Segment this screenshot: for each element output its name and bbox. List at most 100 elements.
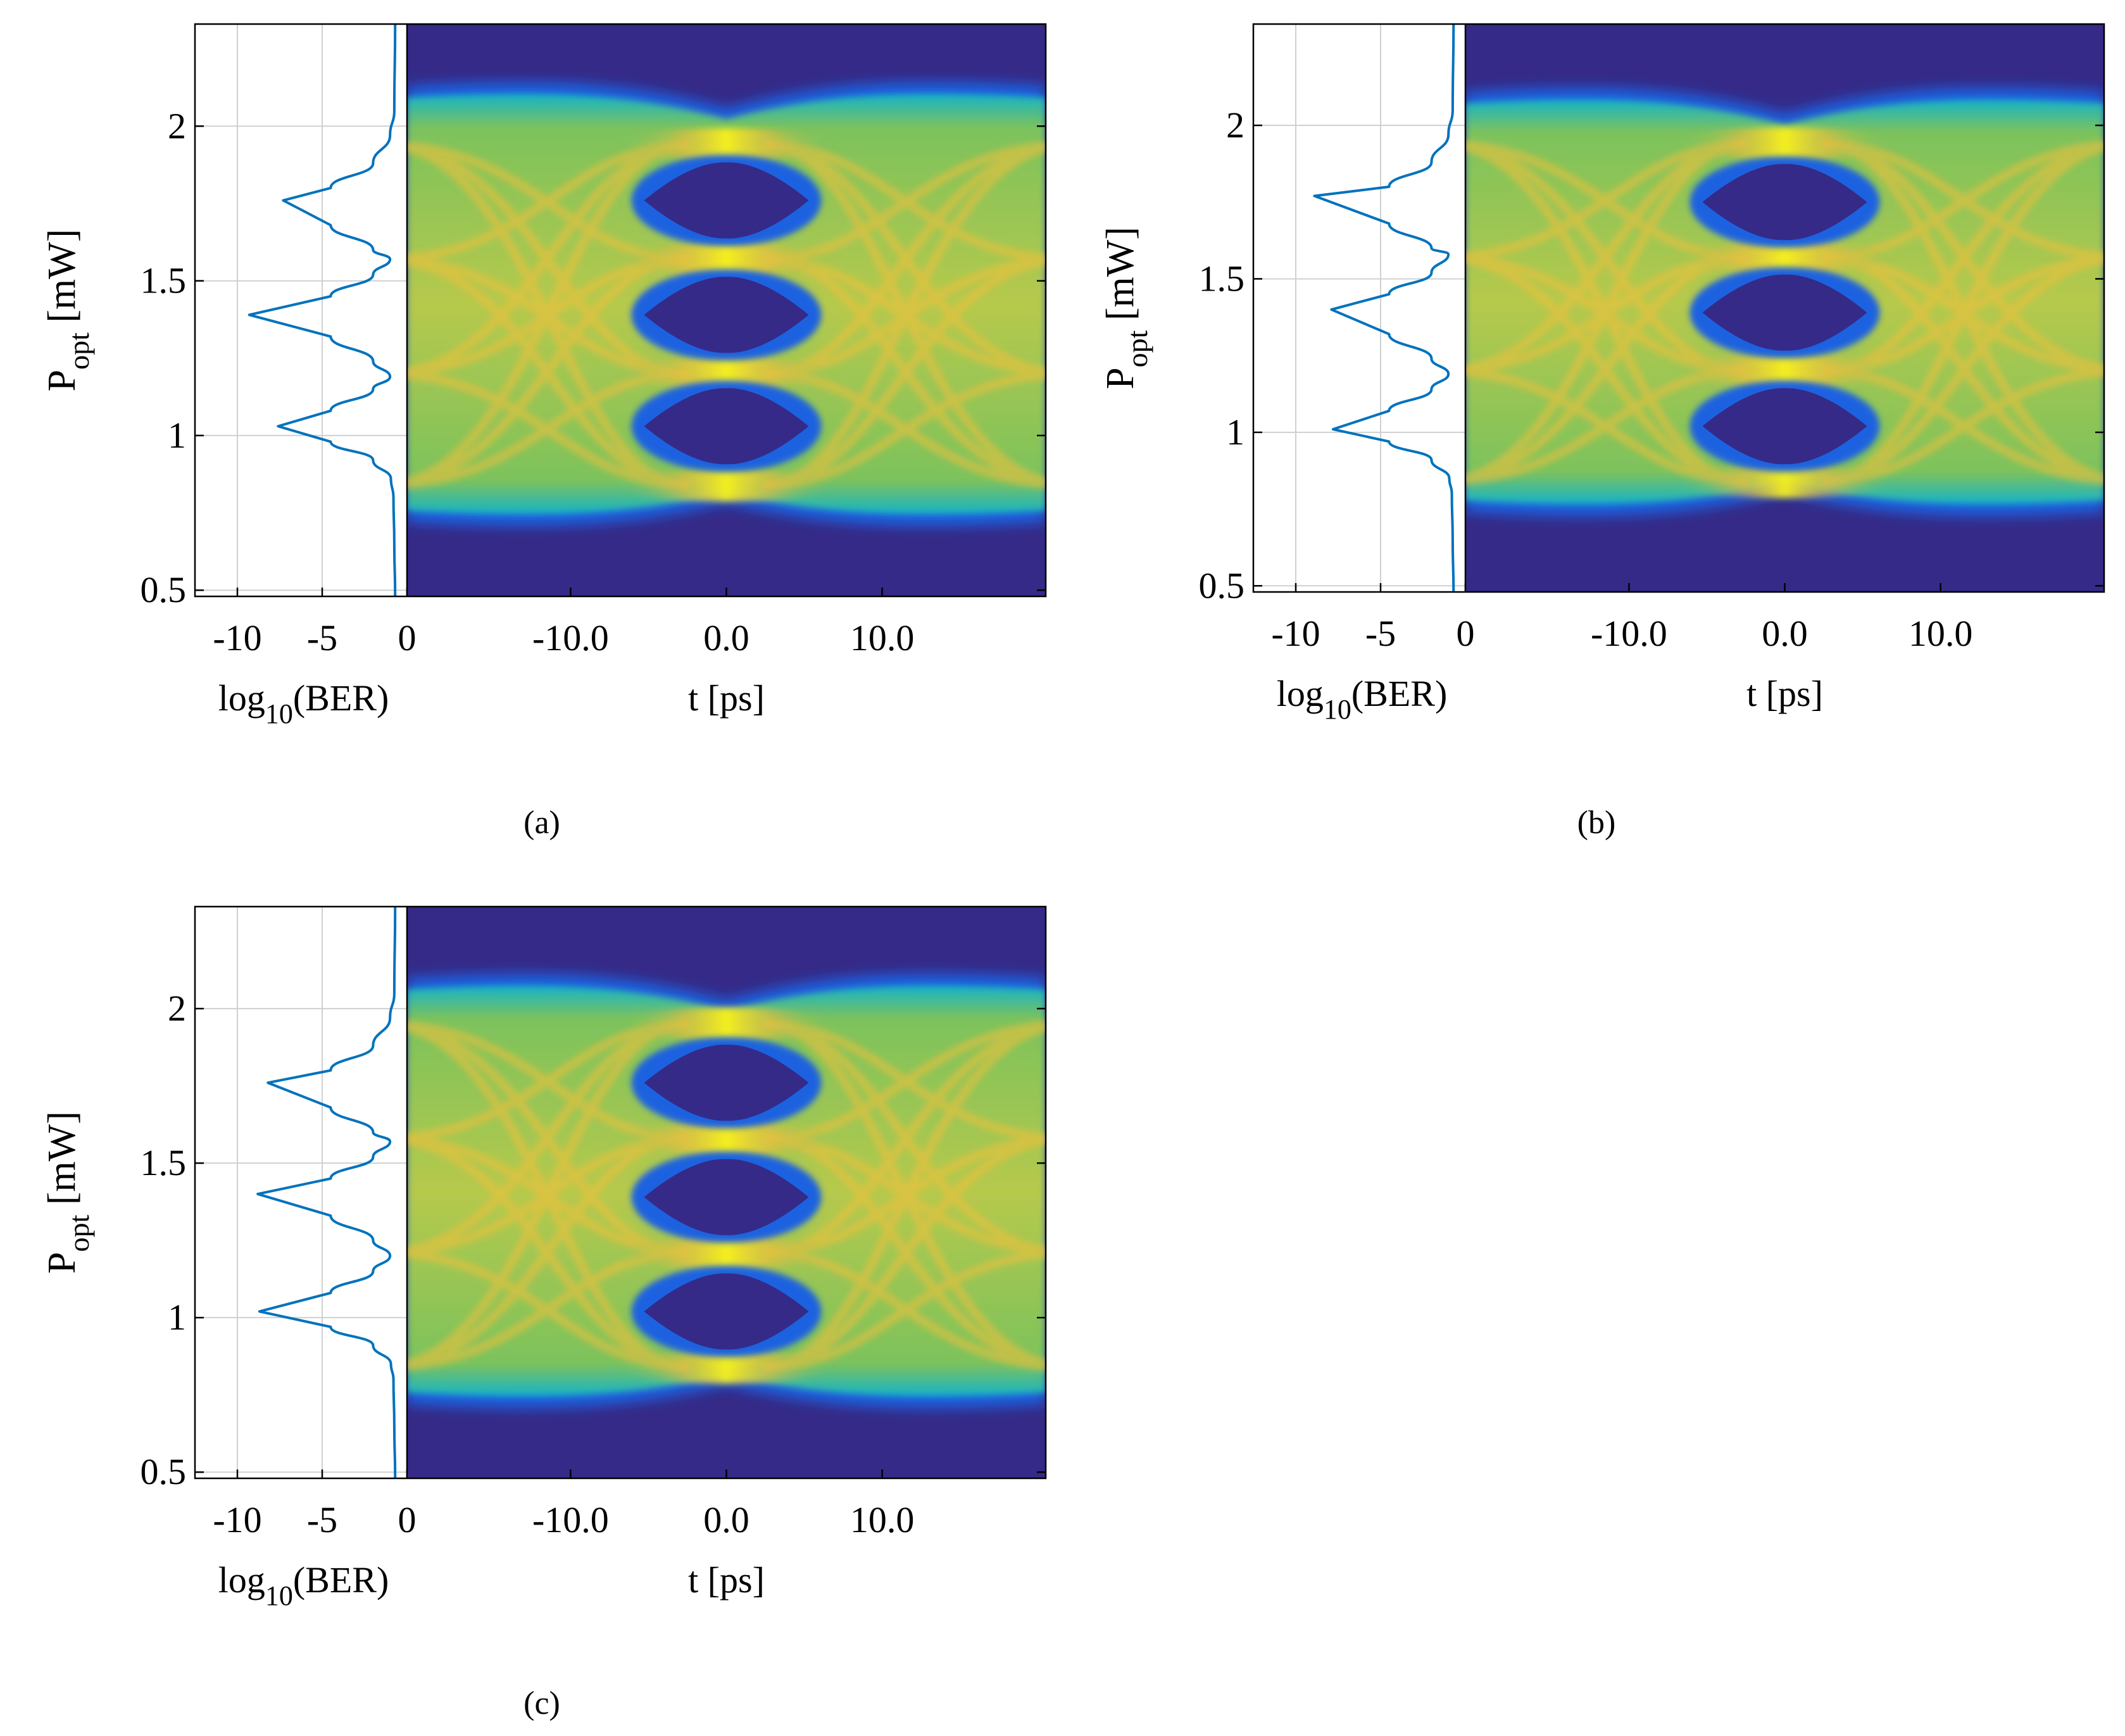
eye-trace bbox=[407, 142, 689, 379]
ber-xtick-label: 0 bbox=[1457, 613, 1475, 654]
eye-diagram-b: -10.0 0.0 10.0 t [ps] bbox=[1464, 23, 2105, 714]
ber-curve bbox=[248, 23, 397, 597]
ber-xlabel: log10(BER) bbox=[218, 677, 389, 729]
eye-level-band bbox=[1677, 241, 1893, 274]
ber-ytick-label: 1.5 bbox=[1199, 258, 1245, 299]
ber-xtick-label: -5 bbox=[307, 1499, 337, 1540]
ber-curve bbox=[256, 906, 397, 1479]
eye-xlabel: t [ps] bbox=[688, 1559, 765, 1601]
ber-plot-area bbox=[195, 907, 407, 1478]
panel-label-a: (a) bbox=[523, 805, 560, 841]
eye-trace bbox=[764, 143, 1046, 490]
eye-trace bbox=[407, 1136, 689, 1372]
eye-trace bbox=[1465, 142, 1747, 486]
ber-ytick-label: 0.5 bbox=[1199, 565, 1245, 606]
eye-level-band bbox=[1677, 127, 1893, 161]
eye-xtick-label: 10.0 bbox=[850, 617, 915, 658]
ber-xtick-label: -5 bbox=[1365, 613, 1396, 654]
eye-xtick-label: 0.0 bbox=[1762, 613, 1808, 654]
eye-level-band bbox=[618, 1236, 834, 1269]
eye-opening bbox=[644, 1045, 809, 1121]
ber-axes-frame bbox=[194, 905, 407, 1480]
ber-ytick-label: 1.5 bbox=[141, 1142, 187, 1183]
eye-trace bbox=[407, 143, 689, 490]
eye-trace bbox=[1822, 255, 2104, 486]
eye-heatmap bbox=[407, 907, 1046, 1478]
ber-plot-area bbox=[1253, 24, 1465, 592]
eye-xtick-label: 0.0 bbox=[703, 1499, 749, 1540]
eye-diagram-c: -10.0 0.0 10.0 t [ps] bbox=[406, 905, 1047, 1601]
eye-level-band bbox=[618, 1350, 834, 1384]
ylabel: Popt [mW] bbox=[41, 1111, 95, 1274]
ber-xtick-label: -10 bbox=[213, 617, 261, 658]
ber-plot-area bbox=[195, 24, 407, 596]
eye-diagram-a: -10.0 0.0 10.0 t [ps] bbox=[406, 23, 1047, 719]
ber-xtick-label: 0 bbox=[398, 617, 417, 658]
eye-xtick-label: -10.0 bbox=[532, 1499, 609, 1540]
panel-label-b: (b) bbox=[1577, 805, 1616, 841]
eye-transition-traces bbox=[407, 140, 1046, 490]
panel-label-c: (c) bbox=[523, 1685, 560, 1721]
eye-trace bbox=[764, 1136, 1046, 1372]
ber-axes-frame bbox=[194, 23, 407, 598]
ber-curve bbox=[1313, 23, 1455, 593]
eye-trace bbox=[1822, 141, 2104, 375]
eye-opening bbox=[644, 388, 809, 465]
eye-xtick-label: -10.0 bbox=[1591, 613, 1667, 654]
ber-xtick-label: -10 bbox=[1271, 613, 1320, 654]
eye-trace bbox=[764, 1022, 1046, 1257]
eye-level-band bbox=[1677, 465, 1893, 498]
eye-level-band bbox=[618, 242, 834, 276]
eye-trace bbox=[764, 256, 1046, 490]
eye-opening bbox=[1702, 164, 1867, 241]
ylabel: Popt [mW] bbox=[1099, 227, 1153, 389]
eye-opening bbox=[644, 1159, 809, 1235]
eye-level-band bbox=[1677, 354, 1893, 387]
ber-ytick-label: 1.5 bbox=[141, 260, 187, 301]
eye-level-band bbox=[618, 469, 834, 502]
ber-xlabel: log10(BER) bbox=[1277, 673, 1448, 725]
eye-opening bbox=[644, 277, 809, 353]
eye-trace bbox=[764, 142, 1046, 379]
eye-opening bbox=[644, 162, 809, 239]
eye-xlabel: t [ps] bbox=[688, 677, 765, 719]
ylabel: Popt [mW] bbox=[41, 229, 95, 392]
eye-trace bbox=[1465, 141, 1747, 375]
eye-level-band bbox=[618, 1122, 834, 1155]
eye-heatmap bbox=[407, 24, 1046, 596]
ber-ytick-label: 0.5 bbox=[141, 569, 187, 610]
eye-xlabel: t [ps] bbox=[1746, 673, 1823, 714]
eye-trace bbox=[407, 1022, 689, 1257]
ber-ytick-label: 1 bbox=[168, 415, 186, 456]
eye-xtick-label: 0.0 bbox=[703, 617, 749, 658]
eye-xtick-label: 10.0 bbox=[850, 1499, 915, 1540]
ber-ytick-label: 2 bbox=[1226, 104, 1244, 146]
ber-xtick-label: 0 bbox=[398, 1499, 417, 1540]
ber-xtick-label: -5 bbox=[307, 617, 337, 658]
eye-level-band bbox=[618, 128, 834, 161]
eye-trace bbox=[1465, 255, 1747, 486]
eye-xtick-label: 10.0 bbox=[1909, 613, 1973, 654]
eye-trace bbox=[407, 256, 689, 490]
eye-opening bbox=[1702, 274, 1867, 351]
ber-xlabel: log10(BER) bbox=[218, 1559, 389, 1611]
ber-ytick-label: 1 bbox=[1226, 412, 1244, 453]
eye-level-band bbox=[618, 1007, 834, 1041]
eye-opening bbox=[1702, 388, 1867, 465]
eye-xtick-label: -10.0 bbox=[532, 617, 609, 658]
eye-trace bbox=[407, 1022, 689, 1372]
eye-trace bbox=[764, 1022, 1046, 1372]
ber-ytick-label: 2 bbox=[168, 988, 186, 1029]
eye-transition-traces bbox=[1465, 139, 2104, 486]
ber-ytick-label: 0.5 bbox=[141, 1451, 187, 1492]
eye-opening bbox=[644, 1273, 809, 1350]
ber-axes-frame bbox=[1252, 23, 1465, 593]
ber-xtick-label: -10 bbox=[213, 1499, 261, 1540]
eye-heatmap bbox=[1465, 24, 2104, 592]
